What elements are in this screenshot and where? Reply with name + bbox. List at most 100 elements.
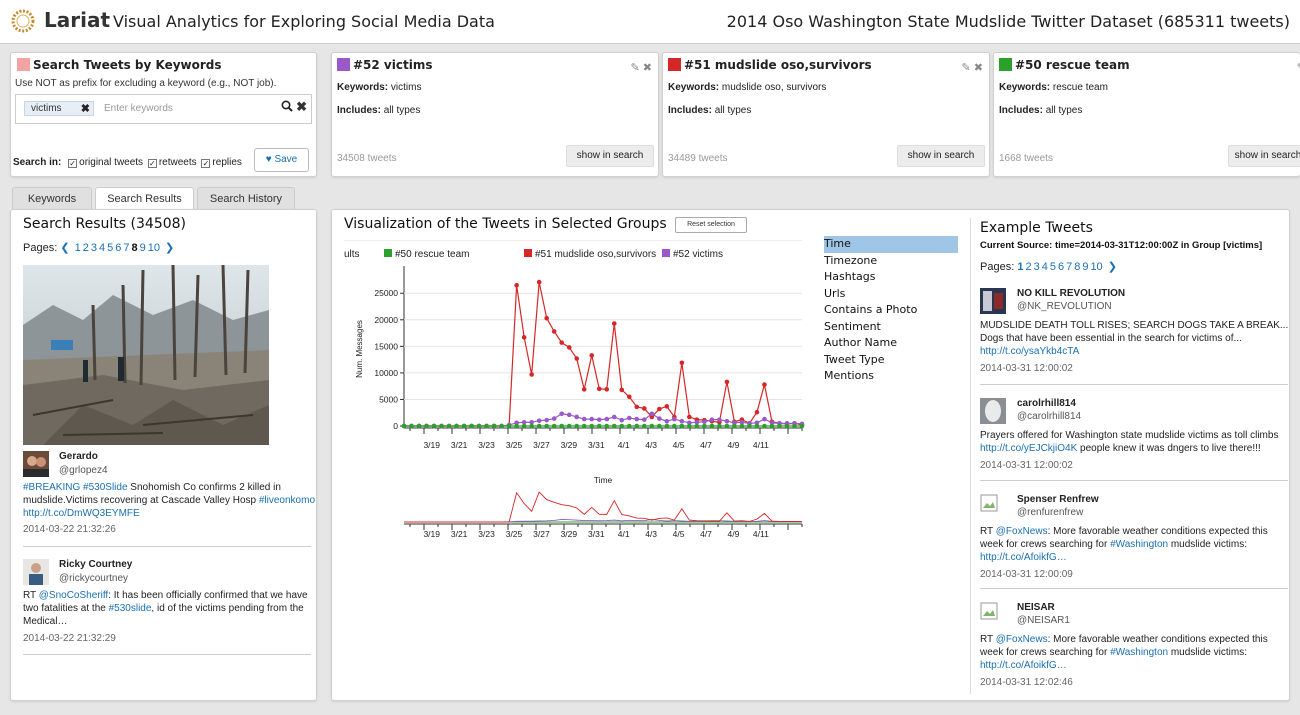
data-point[interactable] — [649, 411, 655, 417]
page-link[interactable]: 8 — [1074, 261, 1081, 273]
data-point[interactable] — [589, 416, 595, 422]
avatar[interactable] — [23, 559, 49, 585]
facet-author-name[interactable]: Author Name — [824, 336, 897, 349]
clear-icon[interactable]: ✖ — [296, 99, 307, 114]
data-point[interactable] — [536, 423, 542, 429]
data-point[interactable] — [664, 418, 670, 424]
data-point[interactable] — [529, 419, 534, 425]
data-point[interactable] — [664, 423, 670, 429]
data-point[interactable] — [754, 423, 760, 429]
data-point[interactable] — [484, 423, 489, 429]
data-point[interactable] — [657, 423, 662, 429]
data-point[interactable] — [634, 416, 640, 422]
page-link[interactable]: 5 — [1049, 261, 1056, 273]
data-point[interactable] — [687, 420, 692, 426]
tweet-link[interactable]: @FoxNews — [995, 526, 1048, 537]
series-line[interactable] — [404, 281, 803, 427]
data-point[interactable] — [626, 415, 632, 421]
data-point[interactable] — [551, 329, 557, 334]
data-point[interactable] — [581, 416, 587, 422]
data-point[interactable] — [717, 423, 722, 429]
data-point[interactable] — [476, 423, 482, 429]
data-point[interactable] — [799, 423, 805, 429]
data-point[interactable] — [724, 423, 730, 429]
facet-mentions[interactable]: Mentions — [824, 369, 875, 382]
tweet-link[interactable]: http://t.co/AfoikfG… — [980, 552, 1067, 563]
data-point[interactable] — [649, 414, 655, 420]
data-point[interactable] — [574, 356, 580, 361]
data-point[interactable] — [762, 416, 767, 422]
data-point[interactable] — [469, 423, 474, 429]
tweet-author-name[interactable]: NEISAR — [1017, 602, 1055, 613]
tweet-author-name[interactable]: NO KILL REVOLUTION — [1017, 288, 1126, 299]
tweet-link[interactable]: http://t.co/ysaYkb4cTA — [980, 346, 1080, 357]
page-link[interactable]: 4 — [1041, 261, 1048, 273]
page-link[interactable]: 10 — [1090, 261, 1103, 273]
save-button[interactable]: ♥ Save — [254, 148, 309, 172]
current-page-link[interactable]: 1 — [1017, 261, 1024, 273]
page-link[interactable]: 6 — [1057, 261, 1065, 273]
tweet-link[interactable]: http://t.co/AfoikfG… — [980, 660, 1067, 671]
data-point[interactable] — [687, 423, 692, 429]
data-point[interactable] — [732, 423, 737, 429]
facet-tweet-type[interactable]: Tweet Type — [824, 352, 885, 366]
show-in-search-button[interactable]: show in search — [1228, 145, 1300, 167]
data-point[interactable] — [754, 420, 760, 426]
data-point[interactable] — [559, 411, 564, 417]
page-link[interactable]: 6 — [115, 242, 122, 254]
data-point[interactable] — [754, 409, 760, 415]
data-point[interactable] — [611, 423, 617, 429]
tweet-link[interactable]: http://t.co/DmWQ3EYMFE — [23, 508, 140, 519]
data-point[interactable] — [604, 387, 610, 392]
tweet-link[interactable]: #530slide — [108, 603, 152, 614]
data-point[interactable] — [514, 282, 519, 288]
edit-icon[interactable]: ✎ — [630, 62, 640, 74]
page-link[interactable]: 7 — [123, 242, 130, 254]
legend-label[interactable]: #51 mudslide oso,survivors — [535, 249, 656, 260]
data-point[interactable] — [596, 417, 602, 422]
page-link[interactable]: 1 — [74, 242, 81, 254]
data-point[interactable] — [769, 423, 775, 429]
data-point[interactable] — [657, 416, 662, 421]
data-point[interactable] — [559, 340, 564, 345]
tweet-link[interactable]: #Washington — [1110, 539, 1169, 550]
show-in-search-button[interactable]: show in search — [897, 145, 985, 167]
tweet-time-chart[interactable]: ults #50 rescue team #51 mudslide oso,surv… — [332, 236, 812, 536]
keyword-input[interactable]: victims ✖ Enter keywords ✖ — [15, 94, 312, 124]
tweet-link[interactable]: #530Slide — [83, 482, 128, 493]
tweet-link[interactable]: http://t.co/yEJCkjiO4K — [980, 443, 1078, 454]
tweet-author-name[interactable]: carolrhill814 — [1017, 398, 1076, 409]
data-point[interactable] — [499, 423, 504, 429]
series--51-mudslide-oso-survivors[interactable] — [401, 279, 805, 429]
data-point[interactable] — [611, 414, 617, 420]
facet-time[interactable]: Time — [824, 236, 958, 253]
tab-keywords[interactable]: Keywords — [12, 187, 92, 209]
data-point[interactable] — [566, 423, 572, 429]
tab-search-history[interactable]: Search History — [197, 187, 295, 209]
data-point[interactable] — [521, 419, 527, 425]
legend-label[interactable]: #52 victims — [673, 249, 723, 260]
data-point[interactable] — [559, 423, 564, 429]
reset-selection-button[interactable]: Reset selection — [675, 217, 747, 233]
data-point[interactable] — [529, 372, 534, 377]
data-point[interactable] — [747, 423, 752, 429]
tweet-author-name[interactable]: Ricky Courtney — [59, 559, 133, 570]
data-point[interactable] — [642, 417, 647, 422]
prev-page-icon[interactable]: ❮ — [60, 242, 70, 254]
broken-image-icon[interactable] — [980, 494, 1006, 520]
data-point[interactable] — [506, 423, 512, 429]
data-point[interactable] — [521, 423, 527, 429]
data-point[interactable] — [739, 423, 745, 429]
series--50-rescue-team[interactable] — [401, 423, 805, 429]
data-point[interactable] — [672, 423, 677, 429]
data-point[interactable] — [657, 406, 662, 412]
tweet-link[interactable]: #BREAKING — [23, 482, 81, 493]
data-point[interactable] — [424, 423, 429, 429]
data-point[interactable] — [649, 423, 655, 429]
close-icon[interactable]: ✖ — [973, 62, 983, 74]
data-point[interactable] — [566, 412, 572, 418]
tweet-link[interactable]: @SnoCoSheriff — [38, 590, 109, 601]
next-page-icon[interactable]: ❯ — [1107, 261, 1117, 273]
data-point[interactable] — [596, 386, 602, 392]
page-link[interactable]: 4 — [98, 242, 106, 254]
